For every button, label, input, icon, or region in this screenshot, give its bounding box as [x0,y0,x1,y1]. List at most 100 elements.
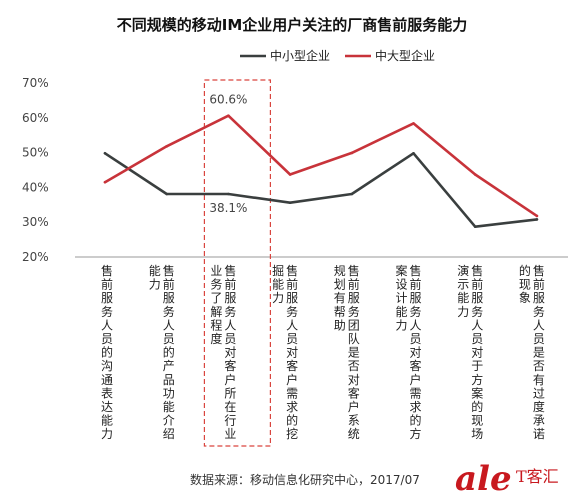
svg-text:对: 对 [348,373,360,387]
y-tick-label: 60% [22,111,49,125]
svg-text:需: 需 [286,386,298,400]
highlight-rect [203,79,271,447]
svg-text:业: 业 [224,427,236,441]
svg-text:务: 务 [409,304,421,319]
y-axis: 20% 30% 40% 50% 60% 70% [22,76,49,264]
svg-text:表: 表 [101,386,113,400]
source-note: 数据来源：移动信息化研究中心，2017/07 [190,472,420,487]
svg-text:功: 功 [163,386,175,400]
svg-text:服: 服 [471,291,483,305]
svg-text:务: 务 [348,304,360,319]
svg-text:服: 服 [409,291,421,305]
svg-text:务: 务 [224,304,236,319]
svg-text:绍: 绍 [163,427,175,441]
svg-text:务: 务 [533,304,545,319]
svg-text:诺: 诺 [533,427,545,441]
data-label: 60.6% [209,93,247,107]
svg-text:的: 的 [163,345,175,360]
svg-text:对: 对 [224,346,236,360]
svg-text:案: 案 [471,385,483,400]
data-point [227,114,230,118]
svg-text:的: 的 [101,345,113,360]
svg-text:规: 规 [334,263,346,278]
svg-text:人: 人 [286,318,298,332]
svg-text:沟: 沟 [101,359,113,373]
svg-text:人: 人 [224,318,236,332]
svg-text:前: 前 [348,277,360,292]
svg-text:客: 客 [224,358,236,373]
svg-text:能: 能 [272,278,284,292]
svg-text:务: 务 [101,304,113,319]
svg-text:员: 员 [286,332,298,346]
svg-text:产: 产 [163,359,175,373]
svg-text:员: 员 [224,332,236,346]
svg-text:有: 有 [334,291,346,305]
data-point [473,173,477,176]
svg-text:售: 售 [224,263,236,278]
svg-text:度: 度 [210,331,222,346]
svg-text:售: 售 [409,263,421,278]
svg-text:是: 是 [348,346,360,360]
svg-text:划: 划 [334,278,346,292]
data-point [535,214,539,218]
svg-text:客: 客 [409,358,421,373]
legend: 中小型企业 中大型企业 [240,48,435,63]
svg-text:系: 系 [348,414,360,428]
svg-text:售: 售 [471,263,483,278]
svg-text:对: 对 [286,346,298,360]
svg-text:介: 介 [163,414,175,428]
svg-text:需: 需 [409,386,421,400]
svg-text:务: 务 [286,304,298,319]
svg-text:务: 务 [471,304,483,319]
svg-text:现: 现 [471,414,483,428]
svg-text:员: 员 [409,332,421,346]
svg-text:是: 是 [533,346,545,360]
svg-text:力: 力 [395,318,407,332]
svg-text:案: 案 [395,263,407,278]
svg-text:户: 户 [409,372,421,387]
svg-text:示: 示 [457,278,469,292]
svg-text:过: 过 [533,386,545,400]
svg-text:求: 求 [286,400,298,414]
svg-text:掘: 掘 [272,263,284,278]
svg-text:方: 方 [409,426,421,441]
svg-text:方: 方 [471,372,483,387]
svg-text:售: 售 [163,263,175,278]
svg-text:于: 于 [471,359,483,373]
svg-text:程: 程 [210,317,222,332]
data-point [288,173,292,176]
svg-text:象: 象 [519,291,531,305]
svg-text:售: 售 [101,263,113,278]
svg-text:服: 服 [163,291,175,305]
svg-text:能: 能 [101,414,113,428]
svg-text:服: 服 [224,291,236,305]
data-label: 38.1% [209,201,247,215]
svg-text:前: 前 [163,277,175,292]
svg-text:的: 的 [409,413,421,428]
svg-text:户: 户 [348,399,360,414]
svg-text:能: 能 [395,305,407,319]
svg-text:帮: 帮 [334,305,346,319]
svg-text:前: 前 [224,277,236,292]
svg-text:品: 品 [163,373,175,387]
svg-text:度: 度 [533,399,545,414]
watermark-logo: ale T客汇 [455,459,559,499]
svg-text:务: 务 [210,277,222,292]
svg-text:能: 能 [149,264,161,278]
svg-text:ale: ale [455,459,512,499]
svg-text:售: 售 [286,263,298,278]
svg-text:人: 人 [163,318,175,332]
svg-text:的: 的 [286,413,298,428]
y-tick-label: 70% [22,76,49,90]
svg-text:团: 团 [348,318,360,332]
svg-text:能: 能 [163,400,175,414]
svg-text:员: 员 [101,332,113,346]
svg-text:员: 员 [163,332,175,346]
svg-text:演: 演 [457,263,469,278]
svg-text:售: 售 [533,263,545,278]
